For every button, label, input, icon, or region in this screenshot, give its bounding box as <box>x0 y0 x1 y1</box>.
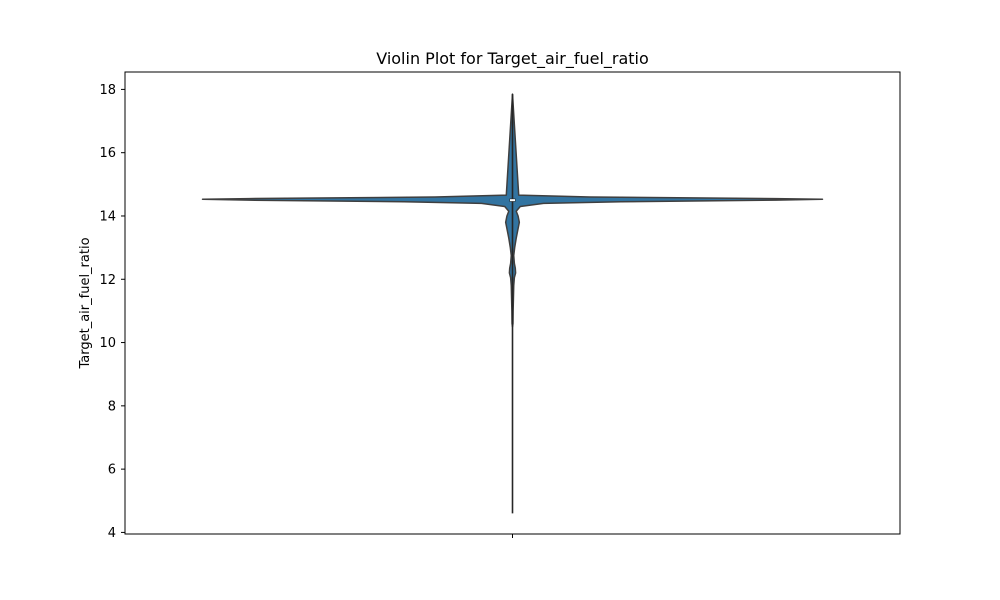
violin-median-marker <box>510 199 515 202</box>
y-tick-label: 14 <box>99 209 116 224</box>
y-tick-label: 12 <box>99 273 116 288</box>
y-axis-title: Target_air_fuel_ratio <box>78 237 93 369</box>
chart-title: Violin Plot for Target_air_fuel_ratio <box>376 49 649 69</box>
y-tick-label: 16 <box>99 146 116 161</box>
plot-layer <box>201 93 824 514</box>
axes-layer: 4 6 8 10 12 14 16 18 <box>99 71 901 541</box>
y-tick-label: 4 <box>108 526 116 541</box>
y-tick-label: 10 <box>99 336 116 351</box>
y-tick-label: 6 <box>108 463 116 478</box>
y-tick-label: 18 <box>99 83 116 98</box>
y-tick-label: 8 <box>108 399 116 414</box>
